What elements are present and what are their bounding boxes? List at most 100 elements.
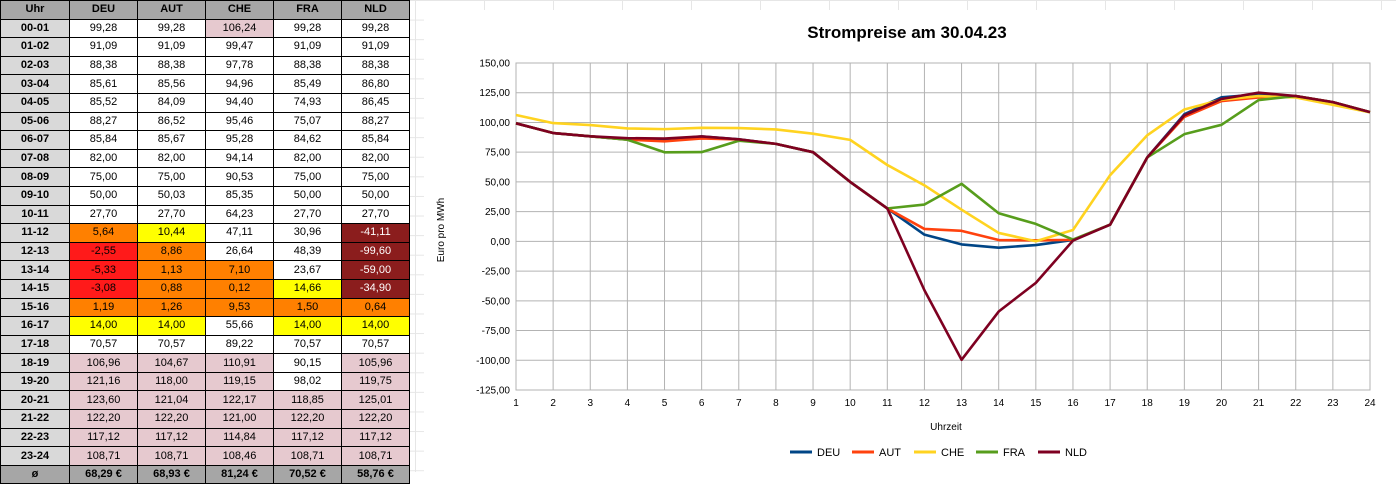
price-cell[interactable]: 106,96 — [69, 353, 138, 373]
price-cell[interactable]: 27,70 — [273, 204, 342, 225]
hour-cell[interactable]: 17-18 — [0, 334, 70, 355]
price-cell[interactable]: 99,28 — [273, 18, 342, 39]
price-cell[interactable]: 99,28 — [69, 18, 138, 39]
price-cell[interactable]: 1,50 — [273, 297, 342, 318]
price-cell[interactable]: 82,00 — [273, 148, 342, 169]
price-cell[interactable]: 5,64 — [69, 223, 138, 243]
series-line-deu[interactable] — [515, 93, 1371, 250]
price-cell[interactable]: 88,38 — [69, 55, 138, 76]
hour-cell[interactable]: 18-19 — [0, 353, 70, 373]
header-hour[interactable]: Uhr — [0, 0, 70, 20]
hour-cell[interactable]: 08-09 — [0, 167, 70, 187]
price-cell[interactable]: 97,78 — [205, 55, 274, 76]
hour-cell[interactable]: 09-10 — [0, 185, 70, 206]
price-cell[interactable]: 27,70 — [137, 204, 206, 225]
price-cell[interactable]: 121,04 — [137, 390, 206, 411]
series-line-che[interactable] — [515, 94, 1371, 243]
price-cell[interactable]: 121,00 — [205, 409, 274, 429]
average-cell[interactable]: 58,76 € — [341, 464, 410, 484]
price-cell[interactable]: 88,38 — [273, 55, 342, 76]
legend-label[interactable]: FRA — [1003, 447, 1026, 459]
price-cell[interactable]: 47,11 — [205, 223, 274, 243]
hour-cell[interactable]: 20-21 — [0, 390, 70, 411]
price-cell[interactable]: 94,40 — [205, 92, 274, 113]
price-cell[interactable]: 8,86 — [137, 241, 206, 262]
price-cell[interactable]: -99,60 — [341, 241, 410, 262]
price-cell[interactable]: 85,84 — [69, 130, 138, 150]
price-cell[interactable]: 118,00 — [137, 371, 206, 392]
header-fra[interactable]: FRA — [273, 0, 342, 20]
price-cell[interactable]: 88,27 — [341, 111, 410, 132]
price-cell[interactable]: 98,02 — [273, 371, 342, 392]
hour-cell[interactable]: 13-14 — [0, 260, 70, 280]
price-cell[interactable]: 90,53 — [205, 167, 274, 187]
price-cell[interactable]: 30,96 — [273, 223, 342, 243]
price-cell[interactable]: 84,62 — [273, 130, 342, 150]
price-cell[interactable]: 0,64 — [341, 297, 410, 318]
price-cell[interactable]: 122,20 — [341, 409, 410, 429]
price-cell[interactable]: 75,00 — [273, 167, 342, 187]
price-cell[interactable]: 85,35 — [205, 185, 274, 206]
hour-cell[interactable]: 12-13 — [0, 241, 70, 262]
price-cell[interactable]: 14,66 — [273, 278, 342, 299]
price-cell[interactable]: 99,47 — [205, 37, 274, 57]
price-cell[interactable]: 99,28 — [137, 18, 206, 39]
price-cell[interactable]: -5,33 — [69, 260, 138, 280]
price-cell[interactable]: 88,27 — [69, 111, 138, 132]
price-cell[interactable]: 121,16 — [69, 371, 138, 392]
legend-label[interactable]: DEU — [817, 447, 840, 459]
price-cell[interactable]: 50,03 — [137, 185, 206, 206]
price-cell[interactable]: 94,14 — [205, 148, 274, 169]
price-cell[interactable]: -2,55 — [69, 241, 138, 262]
series-line-aut[interactable] — [515, 94, 1371, 242]
hour-cell[interactable]: 23-24 — [0, 446, 70, 466]
price-cell[interactable]: 14,00 — [137, 316, 206, 336]
header-nld[interactable]: NLD — [341, 0, 410, 20]
price-cell[interactable]: 104,67 — [137, 353, 206, 373]
price-cell[interactable]: 86,80 — [341, 74, 410, 94]
hour-cell[interactable]: 15-16 — [0, 297, 70, 318]
average-cell[interactable]: 68,29 € — [69, 464, 138, 484]
price-cell[interactable]: 84,09 — [137, 92, 206, 113]
price-cell[interactable]: 91,09 — [341, 37, 410, 57]
hour-cell[interactable]: 14-15 — [0, 278, 70, 299]
price-cell[interactable]: 23,67 — [273, 260, 342, 280]
price-cell[interactable]: 117,12 — [69, 427, 138, 448]
price-cell[interactable]: 91,09 — [69, 37, 138, 57]
price-cell[interactable]: 1,19 — [69, 297, 138, 318]
price-cell[interactable]: 82,00 — [341, 148, 410, 169]
price-cell[interactable]: 26,64 — [205, 241, 274, 262]
price-cell[interactable]: 122,20 — [69, 409, 138, 429]
price-cell[interactable]: 95,28 — [205, 130, 274, 150]
price-cell[interactable]: 70,57 — [69, 334, 138, 355]
average-label[interactable]: ø — [0, 464, 70, 484]
price-cell[interactable]: 88,38 — [137, 55, 206, 76]
price-cell[interactable]: 7,10 — [205, 260, 274, 280]
price-cell[interactable]: 119,75 — [341, 371, 410, 392]
price-cell[interactable]: 55,66 — [205, 316, 274, 336]
price-cell[interactable]: 123,60 — [69, 390, 138, 411]
price-cell[interactable]: 122,20 — [273, 409, 342, 429]
price-cell[interactable]: -3,08 — [69, 278, 138, 299]
price-cell[interactable]: -41,11 — [341, 223, 410, 243]
legend-label[interactable]: CHE — [941, 447, 964, 459]
price-cell[interactable]: 27,70 — [69, 204, 138, 225]
price-cell[interactable]: 106,24 — [205, 18, 274, 39]
hour-cell[interactable]: 03-04 — [0, 74, 70, 94]
price-cell[interactable]: 108,71 — [137, 446, 206, 466]
hour-cell[interactable]: 21-22 — [0, 409, 70, 429]
price-cell[interactable]: 0,88 — [137, 278, 206, 299]
price-cell[interactable]: 85,61 — [69, 74, 138, 94]
hour-cell[interactable]: 07-08 — [0, 148, 70, 169]
price-cell[interactable]: 89,22 — [205, 334, 274, 355]
price-cell[interactable]: 82,00 — [137, 148, 206, 169]
price-cell[interactable]: 75,07 — [273, 111, 342, 132]
price-cell[interactable]: 70,57 — [137, 334, 206, 355]
hour-cell[interactable]: 00-01 — [0, 18, 70, 39]
price-cell[interactable]: 64,23 — [205, 204, 274, 225]
price-cell[interactable]: 91,09 — [273, 37, 342, 57]
price-cell[interactable]: 86,45 — [341, 92, 410, 113]
price-cell[interactable]: 70,57 — [341, 334, 410, 355]
price-cell[interactable]: 82,00 — [69, 148, 138, 169]
hour-cell[interactable]: 19-20 — [0, 371, 70, 392]
